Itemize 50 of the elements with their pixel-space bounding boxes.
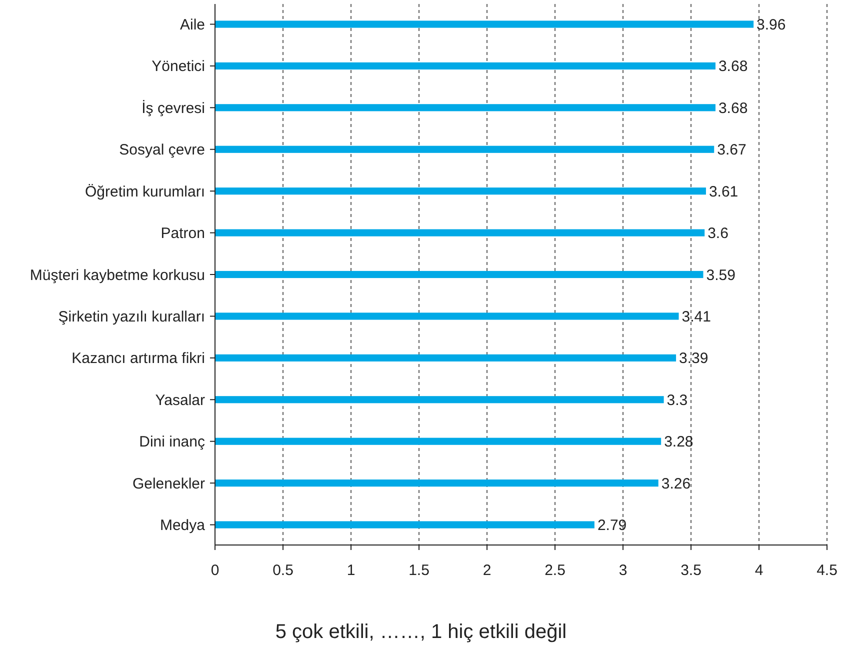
- bar: [215, 480, 658, 487]
- y-tick-label: Dini inanç: [139, 434, 206, 451]
- data-label: 3.61: [708, 183, 738, 200]
- bar: [215, 354, 676, 362]
- y-tick-label: İş çevresi: [142, 98, 205, 117]
- y-tick-label: Kazancı artırma fikri: [72, 350, 205, 368]
- x-tick-label: 2.5: [544, 562, 566, 579]
- y-tick-label: Sosyal çevre: [119, 142, 205, 159]
- data-label: 3.26: [661, 475, 691, 492]
- x-tick-label: 0.5: [272, 562, 294, 579]
- data-label: 3.96: [756, 16, 786, 34]
- x-tick-label: 3: [618, 562, 628, 579]
- data-label: 3.59: [706, 266, 736, 284]
- y-tick-label: Gelenekler: [132, 475, 205, 492]
- y-tick-label: Aile: [180, 16, 205, 34]
- y-tick-label: Patron: [160, 225, 205, 242]
- y-tick-label: Yönetici: [152, 58, 205, 76]
- data-label: 3.6: [708, 225, 728, 242]
- y-tick-label: Yasalar: [155, 392, 205, 409]
- y-tick-label: Medya: [160, 517, 206, 534]
- bar: [215, 312, 679, 320]
- x-tick-label: 3.5: [680, 562, 702, 579]
- y-tick-label: Şirketin yazılı kuralları: [58, 308, 205, 326]
- x-tick-label: 4: [754, 562, 764, 579]
- y-tick-label: Müşteri kaybetme korkusu: [30, 266, 205, 284]
- bar: [215, 20, 754, 28]
- x-tick-label: 1: [346, 562, 356, 579]
- data-label: 3.68: [718, 58, 748, 76]
- bar: [215, 62, 716, 70]
- bar: [215, 188, 706, 195]
- data-label: 3.41: [682, 308, 711, 326]
- x-tick-label: 0: [210, 562, 220, 579]
- x-tick-label: 1.5: [408, 562, 430, 579]
- data-label: 2.79: [597, 517, 627, 534]
- data-label: 3.39: [679, 350, 708, 368]
- bar: [215, 146, 714, 153]
- data-label: 3.68: [718, 100, 748, 117]
- bar: [215, 104, 716, 112]
- bar: [215, 438, 662, 445]
- x-tick-label: 4.5: [816, 562, 838, 579]
- data-label: 3.3: [666, 392, 688, 409]
- x-axis-title: 5 çok etkili, ……, 1 hiç etkili değil: [275, 621, 567, 643]
- bar: [215, 396, 664, 404]
- data-label: 3.28: [664, 434, 694, 451]
- y-tick-label: Öğretim kurumları: [84, 183, 205, 200]
- x-tick-label: 2: [482, 562, 492, 579]
- bar: [215, 521, 594, 528]
- bar: [215, 229, 705, 236]
- bar: [215, 270, 704, 278]
- data-label: 3.67: [717, 142, 746, 159]
